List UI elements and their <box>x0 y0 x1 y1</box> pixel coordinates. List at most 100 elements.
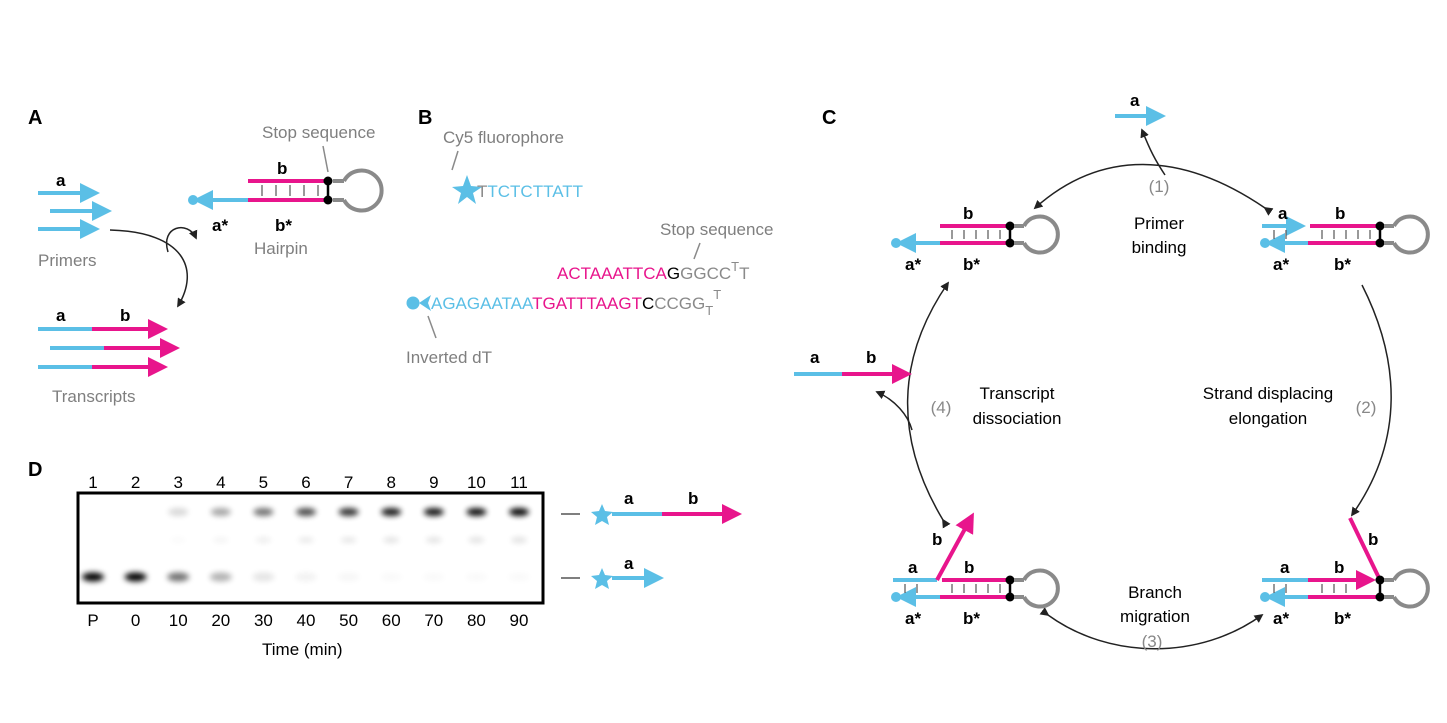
lane-number: 10 <box>467 473 486 492</box>
inverted-dt-tail <box>419 295 431 311</box>
hairpin-b-star-label: b* <box>275 216 292 235</box>
time-label: 40 <box>297 611 316 630</box>
primer-band <box>124 572 147 582</box>
product-band <box>296 508 316 516</box>
stop-sequence-label-b: Stop sequence <box>660 220 773 239</box>
transcript-arrows <box>38 319 180 377</box>
primer-band <box>209 572 232 582</box>
cy5-leader <box>451 150 459 171</box>
hairpin-state-1 <box>891 214 1060 255</box>
hairpin-state-2 <box>1260 214 1430 255</box>
primer-a-label: a <box>56 171 66 190</box>
state3-a-star-label: a* <box>1273 609 1289 628</box>
lane-number: 1 <box>88 473 97 492</box>
cycle-arrow-3 <box>1039 607 1264 650</box>
lane-number: 7 <box>344 473 353 492</box>
time-labels: P 0 10 20 30 40 50 60 70 80 90 <box>87 611 528 630</box>
lane-number: 3 <box>173 473 182 492</box>
product-band <box>210 508 231 516</box>
lane-number: 9 <box>429 473 438 492</box>
transcripts-label: Transcripts <box>52 387 135 406</box>
time-label: P <box>87 611 98 630</box>
transcript-release-arrow <box>875 390 913 431</box>
lane-number: 11 <box>510 473 528 492</box>
state4-b-star-label: b* <box>963 609 980 628</box>
product-band <box>381 508 402 516</box>
primer-band <box>82 572 104 582</box>
panel-c-letter: C <box>822 107 836 129</box>
cycle-arrow-4 <box>906 281 951 529</box>
primer-release-arrow <box>1140 128 1166 176</box>
hairpin-a <box>188 168 384 213</box>
primers-label: Primers <box>38 251 97 270</box>
panel-b-letter: B <box>418 107 432 129</box>
step-4-label-line1: Transcript <box>980 384 1055 403</box>
step-3-label-line2: migration <box>1120 607 1190 626</box>
hairpin-state-4 <box>891 512 1060 609</box>
product-band <box>168 508 189 516</box>
step-2-label-line1: Strand displacing <box>1203 384 1333 403</box>
hairpin-loop-arrow <box>165 227 198 253</box>
smear-band <box>170 537 186 543</box>
state3-a-label: a <box>1280 558 1290 577</box>
state1-b-label: b <box>963 204 973 223</box>
state2-a-star-label: a* <box>1273 255 1289 274</box>
time-axis-label: Time (min) <box>262 640 343 659</box>
hairpin-top-sequence: ACTAAATTCAGGGCCTT <box>557 259 749 283</box>
smear-band <box>255 537 272 543</box>
hairpin-base-pairs <box>261 185 319 196</box>
cycle-arrow-2 <box>1350 284 1392 517</box>
primer-band <box>508 573 530 582</box>
step-3-label-line1: Branch <box>1128 583 1182 602</box>
smear-band <box>425 537 442 543</box>
state2-b-star-label: b* <box>1334 255 1351 274</box>
step-1-label-line1: Primer <box>1134 214 1184 233</box>
lane-number: 5 <box>259 473 268 492</box>
time-label: 0 <box>131 611 140 630</box>
free-transcript-b-label: b <box>866 348 876 367</box>
panel-a-letter: A <box>28 107 42 129</box>
stop-sequence-leader <box>322 145 329 173</box>
state4-a-star-label: a* <box>905 609 921 628</box>
step-1-number: (1) <box>1149 177 1170 196</box>
product-band <box>466 508 487 516</box>
stop-sequence-leader-b <box>693 242 701 260</box>
primer-band <box>167 572 190 582</box>
product-band <box>423 508 444 516</box>
product-band <box>253 508 274 516</box>
state4-b-label: b <box>932 530 942 549</box>
primer-band <box>338 573 360 582</box>
product-a-label: a <box>624 489 634 508</box>
state2-a-label: a <box>1278 204 1288 223</box>
primer-band <box>295 572 317 582</box>
product-band <box>338 508 359 516</box>
lane-number: 6 <box>301 473 310 492</box>
stop-dot-bottom <box>323 195 333 205</box>
inverted-dt-label: Inverted dT <box>406 348 492 367</box>
state4-a-label: a <box>908 558 918 577</box>
state3-b-star-label: b* <box>1334 609 1351 628</box>
state2-b-label: b <box>1335 204 1345 223</box>
primer-band <box>423 573 445 582</box>
time-label: 90 <box>510 611 529 630</box>
step-4-number: (4) <box>931 398 952 417</box>
hairpin-a-star-label: a* <box>212 216 228 235</box>
hairpin-bottom-sequence: AGAGAATAATGATTTAAGTCCCGGTT <box>431 287 721 318</box>
smear-band <box>298 537 314 543</box>
product-band <box>509 508 529 516</box>
panel-b: B Cy5 fluorophore TTCTCTTATT Stop sequen… <box>406 107 773 367</box>
hairpin-loop <box>342 168 384 213</box>
panel-c: C a (1) Primer binding Strand displacing… <box>794 91 1430 651</box>
lane-number: 4 <box>216 473 225 492</box>
state1-b-star-label: b* <box>963 255 980 274</box>
step-3-number: (3) <box>1142 632 1163 651</box>
step-2-number: (2) <box>1356 398 1377 417</box>
smear-band <box>468 537 485 543</box>
time-label: 70 <box>424 611 443 630</box>
step-1-label-line2: binding <box>1132 238 1187 257</box>
step-4-label-line2: dissociation <box>973 409 1062 428</box>
inverted-dt-dot <box>188 195 198 205</box>
smear-band <box>511 537 527 543</box>
state1-a-star-label: a* <box>905 255 921 274</box>
